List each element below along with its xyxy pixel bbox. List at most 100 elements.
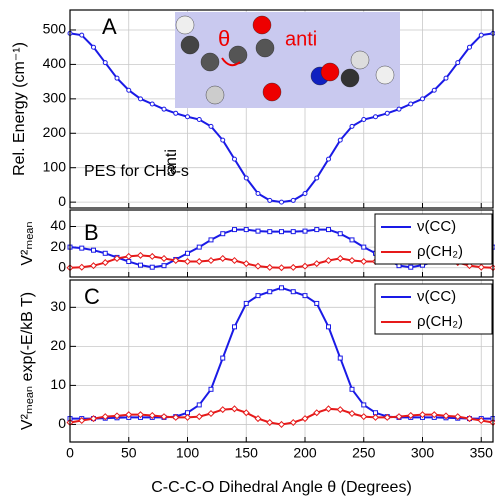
panel-label: C [84,284,100,309]
marker [303,192,307,196]
marker [139,97,143,101]
atom [206,86,224,104]
marker [397,107,401,111]
marker [243,261,249,267]
marker [361,259,367,265]
y-tick-label: 20 [50,337,66,353]
annotation: anti [163,149,180,175]
marker [468,45,472,49]
atom [181,36,199,54]
marker [232,258,238,264]
marker [303,229,307,233]
y-tick-label: 40 [50,217,66,233]
atom [253,16,271,34]
y-axis-label: V²ₘₑₐₙ exp(-E/kB T) [19,292,36,430]
marker [326,406,332,412]
marker [280,230,284,234]
marker [255,263,261,269]
chart: 0100200300400500θantiAPES for CH3-santiR… [0,0,495,498]
atom [176,16,194,34]
marker [349,411,355,417]
y-axis-label: V²ₘₑₐₙ [19,221,36,265]
y-tick-label: 30 [50,298,66,314]
atom [201,53,219,71]
marker [150,102,154,106]
marker [279,265,285,271]
marker [196,414,202,420]
marker [138,253,144,259]
marker [233,228,237,232]
marker [338,356,342,360]
panel-label: B [84,220,99,245]
x-tick-label: 100 [176,445,200,461]
y-tick-label: 0 [58,415,66,431]
marker [350,238,354,242]
marker [315,176,319,180]
marker [174,111,178,115]
legend-label: ν(CC) [417,218,456,235]
marker [385,111,389,115]
y-tick-label: 10 [50,376,66,392]
marker [161,256,167,262]
marker [291,198,295,202]
atom [229,46,247,64]
atom [376,66,394,84]
marker [362,118,366,122]
marker [209,238,213,242]
marker [103,251,107,255]
x-tick-label: 300 [411,445,435,461]
marker [314,261,320,267]
marker [209,387,213,391]
marker [208,411,214,417]
atom [321,63,339,81]
y-tick-label: 100 [43,158,67,174]
marker [208,258,214,264]
marker [291,290,295,294]
marker [350,387,354,391]
marker [244,301,248,305]
y-tick-label: 300 [43,90,67,106]
marker [338,232,342,236]
marker [327,325,331,329]
marker [256,294,260,298]
marker [279,422,285,428]
y-tick-label: 400 [43,55,67,71]
marker [267,265,273,271]
panel-label: A [102,14,117,39]
marker [303,294,307,298]
marker [326,258,332,264]
marker [268,230,272,234]
marker [162,264,166,268]
marker [315,301,319,305]
atom [263,83,281,101]
marker [221,138,225,142]
marker [197,245,201,249]
marker [80,246,84,250]
marker [456,61,460,65]
marker [362,403,366,407]
legend-label: ν(CC) [417,288,456,305]
marker [256,192,260,196]
marker [102,260,108,266]
marker [103,61,107,65]
marker [220,407,226,413]
legend-label: ρ(CH₂) [417,243,463,260]
marker [290,265,296,271]
marker [79,264,85,270]
marker [92,45,96,49]
marker [478,264,484,270]
marker [338,138,342,142]
marker [315,228,319,232]
marker [362,245,366,249]
marker [349,258,355,264]
marker [185,415,191,421]
x-tick-label: 50 [121,445,137,461]
marker [421,97,425,101]
x-tick-label: 350 [470,445,494,461]
marker [197,118,201,122]
marker [268,290,272,294]
marker [327,228,331,232]
marker [479,33,483,37]
marker [80,33,84,37]
y-axis-label: Rel. Energy (cm⁻¹) [11,42,28,176]
